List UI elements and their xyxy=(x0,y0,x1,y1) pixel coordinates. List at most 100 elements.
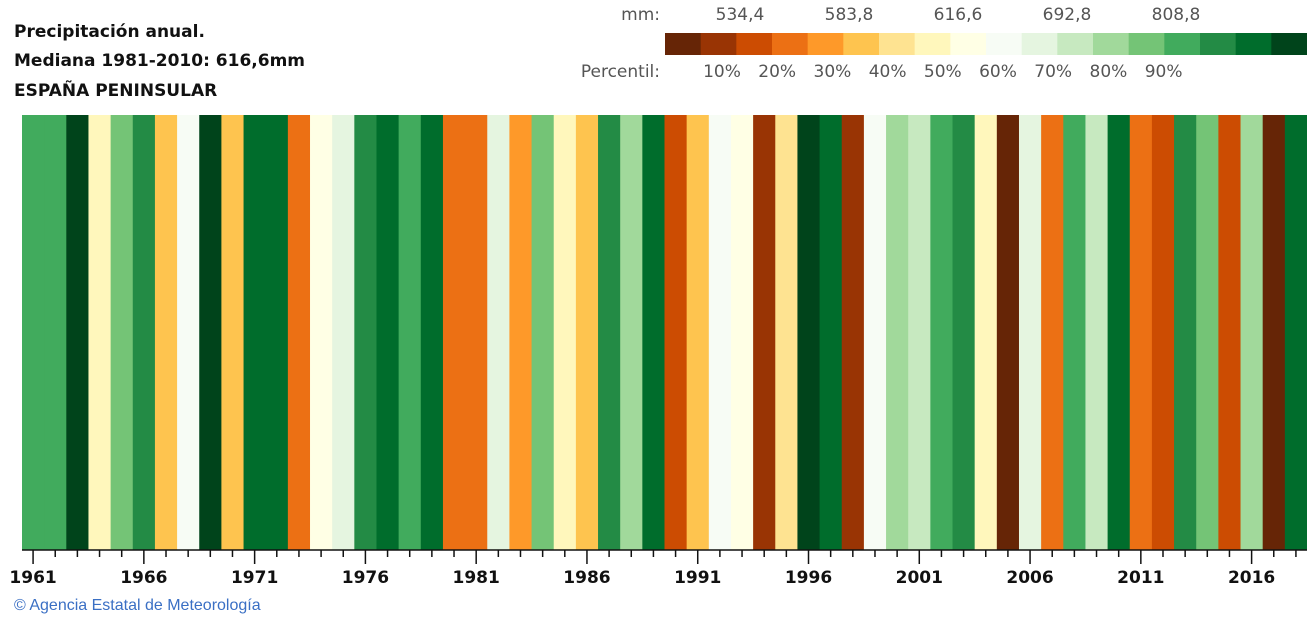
x-tick-label: 2001 xyxy=(896,568,943,588)
legend-swatch xyxy=(807,33,844,55)
legend-swatch xyxy=(843,33,880,55)
stripe xyxy=(132,115,156,550)
x-tick-label: 1966 xyxy=(120,568,167,588)
stripe xyxy=(1129,115,1153,550)
legend-mm: 692,8 xyxy=(1043,5,1092,25)
stripe xyxy=(1151,115,1175,550)
title-line: ESPAÑA PENINSULAR xyxy=(14,78,217,101)
legend-percentile: 10% xyxy=(703,62,741,82)
stripe xyxy=(620,115,643,550)
legend-swatch xyxy=(1021,33,1058,55)
title-line: Precipitación anual. xyxy=(14,22,205,42)
stripe xyxy=(863,115,887,550)
legend-percentile: 70% xyxy=(1034,62,1072,82)
stripe xyxy=(332,115,355,550)
title-line: Mediana 1981-2010: 616,6mm xyxy=(14,51,305,71)
stripe xyxy=(487,115,510,550)
stripe xyxy=(44,115,67,550)
legend-percentile-label: Percentil: xyxy=(581,62,660,82)
stripe xyxy=(1041,115,1064,550)
stripe xyxy=(22,115,45,550)
stripe xyxy=(88,115,112,550)
legend-swatch xyxy=(1271,33,1307,55)
legend-swatch xyxy=(1128,33,1165,55)
legend-swatch xyxy=(700,33,737,55)
stripe xyxy=(797,115,821,550)
stripe xyxy=(708,115,732,550)
legend-percentile: 40% xyxy=(869,62,907,82)
stripe xyxy=(952,115,976,550)
legend-swatch xyxy=(772,33,809,55)
x-tick-label: 2006 xyxy=(1006,568,1053,588)
x-tick-label: 1986 xyxy=(563,568,610,588)
legend-percentile: 80% xyxy=(1090,62,1128,82)
stripe xyxy=(930,115,954,550)
legend-swatch xyxy=(1164,33,1201,55)
stripe xyxy=(1262,115,1286,550)
legend-swatch xyxy=(879,33,916,55)
stripe xyxy=(420,115,444,550)
legend-mm-label: mm: xyxy=(621,5,660,25)
stripe xyxy=(886,115,909,550)
stripe xyxy=(775,115,798,550)
stripe xyxy=(465,115,488,550)
stripe xyxy=(66,115,89,550)
stripe xyxy=(974,115,998,550)
stripe xyxy=(243,115,267,550)
legend-percentile: 90% xyxy=(1145,62,1183,82)
legend-swatch xyxy=(1235,33,1272,55)
stripe xyxy=(354,115,377,550)
stripe xyxy=(442,115,466,550)
stripe xyxy=(642,115,665,550)
stripe xyxy=(753,115,776,550)
stripe xyxy=(575,115,599,550)
x-tick-label: 1991 xyxy=(674,568,721,588)
stripe xyxy=(1018,115,1042,550)
stripe xyxy=(110,115,134,550)
legend-mm: 534,4 xyxy=(716,5,765,25)
stripe xyxy=(265,115,289,550)
x-tick-label: 2011 xyxy=(1117,568,1164,588)
stripe xyxy=(841,115,865,550)
stripe xyxy=(819,115,843,550)
legend-swatch xyxy=(1057,33,1094,55)
legend-swatch xyxy=(950,33,987,55)
x-tick-label: 1971 xyxy=(231,568,278,588)
stripe xyxy=(1063,115,1086,550)
legend-swatch xyxy=(986,33,1023,55)
stripe xyxy=(1107,115,1131,550)
legend-mm: 583,8 xyxy=(825,5,874,25)
legend-percentile: 60% xyxy=(979,62,1017,82)
legend-swatch xyxy=(736,33,773,55)
stripe xyxy=(287,115,311,550)
legend-swatch xyxy=(914,33,951,55)
stripe xyxy=(1085,115,1109,550)
stripe xyxy=(154,115,178,550)
stripe xyxy=(1218,115,1242,550)
legend-mm: 616,6 xyxy=(934,5,983,25)
stripe xyxy=(908,115,931,550)
legend-swatch xyxy=(1200,33,1237,55)
stripe xyxy=(376,115,400,550)
stripe xyxy=(398,115,422,550)
stripe xyxy=(664,115,688,550)
stripe xyxy=(553,115,577,550)
stripe xyxy=(199,115,222,550)
stripe xyxy=(1240,115,1264,550)
x-tick-label: 1961 xyxy=(9,568,56,588)
legend-percentile: 50% xyxy=(924,62,962,82)
stripe xyxy=(531,115,555,550)
x-tick-label: 2016 xyxy=(1228,568,1275,588)
stripe xyxy=(598,115,621,550)
stripe xyxy=(686,115,710,550)
stripe xyxy=(1174,115,1197,550)
legend-percentile: 20% xyxy=(758,62,796,82)
stripe xyxy=(509,115,533,550)
legend-percentile: 30% xyxy=(814,62,852,82)
legend-swatch xyxy=(665,33,702,55)
stripe xyxy=(177,115,200,550)
stripe xyxy=(730,115,754,550)
stripe xyxy=(996,115,1020,550)
stripe xyxy=(221,115,245,550)
